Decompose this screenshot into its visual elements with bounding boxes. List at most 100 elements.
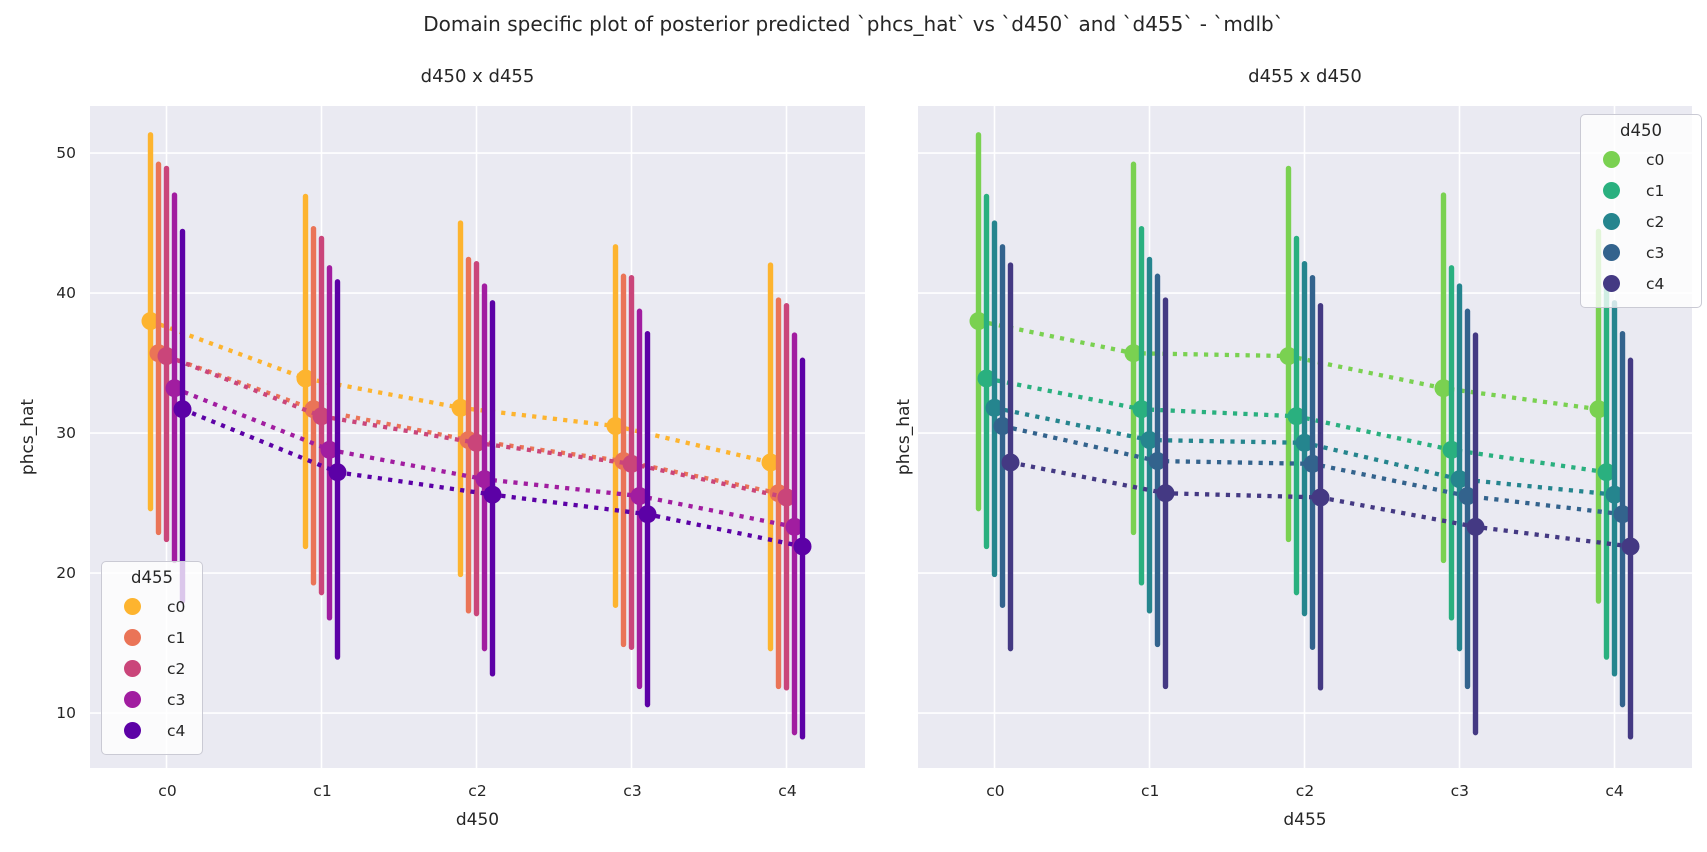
point-marker <box>793 537 812 556</box>
legend-entry: c0 <box>102 591 202 622</box>
point-marker <box>1001 453 1020 472</box>
legend-entry-label: c3 <box>1646 243 1665 262</box>
y-tick-label: 10 <box>56 704 76 723</box>
legend-title: d455 <box>131 568 173 587</box>
legend-entry-label: c1 <box>167 628 186 647</box>
subplot-title-right: d455 x d450 <box>1248 66 1362 87</box>
figure-title: Domain specific plot of posterior predic… <box>423 12 1284 36</box>
point-marker <box>985 398 1004 417</box>
x-tick-label: c4 <box>1605 782 1624 800</box>
x-tick-label: c2 <box>1295 782 1315 800</box>
legend-entry-label: c4 <box>1646 274 1665 293</box>
point-marker <box>993 417 1012 436</box>
point-marker <box>969 312 988 331</box>
legend-title: d450 <box>1620 121 1662 140</box>
x-tick-label: c0 <box>986 782 1005 800</box>
point-marker <box>296 369 315 388</box>
x-tick-label: c1 <box>1141 782 1160 800</box>
point-marker <box>1466 517 1485 536</box>
legend-marker-icon <box>124 660 141 677</box>
series-c4 <box>173 228 812 740</box>
x-tick-label: c1 <box>313 782 332 800</box>
point-marker <box>1450 470 1469 489</box>
subplot-title-left: d450 x d455 <box>420 66 535 87</box>
point-marker <box>777 488 796 507</box>
point-marker <box>1621 537 1640 556</box>
point-marker <box>630 487 649 506</box>
point-marker <box>1287 407 1306 426</box>
legend-marker-icon <box>124 598 141 615</box>
series-c3 <box>993 244 1632 708</box>
legend-d455: d455 c0 c1 c2 c3 c4 <box>101 561 203 755</box>
point-marker <box>761 453 780 472</box>
point-marker <box>1597 463 1616 482</box>
x-tick-label: c3 <box>623 782 642 800</box>
legend-entry-label: c2 <box>1646 212 1665 231</box>
point-marker <box>467 433 486 452</box>
point-marker <box>1434 379 1453 398</box>
legend-entry-label: c1 <box>1646 181 1665 200</box>
point-marker <box>1311 488 1330 507</box>
x-tick-label: c4 <box>778 782 797 800</box>
point-marker <box>606 417 625 436</box>
legend-entry-label: c0 <box>167 597 186 616</box>
legend-entry: c3 <box>102 684 202 715</box>
legend-d450: d450 c0 c1 c2 c3 c4 <box>1580 114 1702 308</box>
point-marker <box>312 407 331 426</box>
y-tick-label: 50 <box>56 144 76 163</box>
point-marker <box>1589 400 1608 419</box>
x-tick-label: c3 <box>1450 782 1469 800</box>
point-marker <box>1156 484 1175 503</box>
series-c2 <box>985 220 1624 677</box>
legend-marker-icon <box>1603 275 1620 292</box>
legend-entry: c1 <box>1581 175 1701 206</box>
point-marker <box>1303 454 1322 473</box>
legend-marker-icon <box>1603 244 1620 261</box>
y-axis-label-right: phcs_hat <box>894 398 914 476</box>
y-tick-label: 40 <box>56 284 76 303</box>
legend-entry-label: c4 <box>167 721 186 740</box>
plot-area-left <box>90 106 865 768</box>
series-c3 <box>165 192 804 736</box>
legend-entry: c1 <box>102 622 202 653</box>
legend-entry-label: c3 <box>167 690 186 709</box>
point-marker <box>1295 433 1314 452</box>
x-ticks-left: c0 c1 c2 c3 c4 <box>90 782 865 800</box>
x-axis-label-left: d450 <box>455 810 500 830</box>
series-c4 <box>1001 262 1640 740</box>
x-tick-label: c2 <box>468 782 487 800</box>
series-c1 <box>149 161 788 690</box>
legend-entry: c2 <box>102 653 202 684</box>
y-tick-label: 20 <box>56 564 76 583</box>
point-marker <box>977 369 996 388</box>
legend-entry: c3 <box>1581 237 1701 268</box>
legend-entry-label: c0 <box>1646 150 1665 169</box>
point-marker <box>1140 431 1159 450</box>
point-marker <box>1279 347 1298 366</box>
legend-entry: c2 <box>1581 206 1701 237</box>
series-c2 <box>157 165 796 691</box>
series-c0 <box>141 132 780 652</box>
legend-marker-icon <box>1603 182 1620 199</box>
legend-marker-icon <box>124 629 141 646</box>
point-marker <box>475 470 494 489</box>
point-marker <box>1124 344 1143 363</box>
legend-marker-icon <box>1603 151 1620 168</box>
point-marker <box>451 398 470 417</box>
point-marker <box>328 463 347 482</box>
y-axis-label-left: phcs_hat <box>18 398 38 476</box>
legend-entry: c4 <box>1581 268 1701 299</box>
point-marker <box>1442 440 1461 459</box>
point-marker <box>638 505 657 524</box>
plot-area-right <box>918 106 1692 768</box>
point-marker <box>173 400 192 419</box>
x-ticks-right: c0 c1 c2 c3 c4 <box>918 782 1692 800</box>
legend-entry: c4 <box>102 715 202 746</box>
point-marker <box>1458 487 1477 506</box>
legend-marker-icon <box>124 691 141 708</box>
x-axis-label-right: d455 <box>1283 810 1327 830</box>
y-tick-label: 30 <box>56 424 76 443</box>
series-c1 <box>977 193 1616 660</box>
point-marker <box>320 440 339 459</box>
x-tick-label: c0 <box>158 782 177 800</box>
